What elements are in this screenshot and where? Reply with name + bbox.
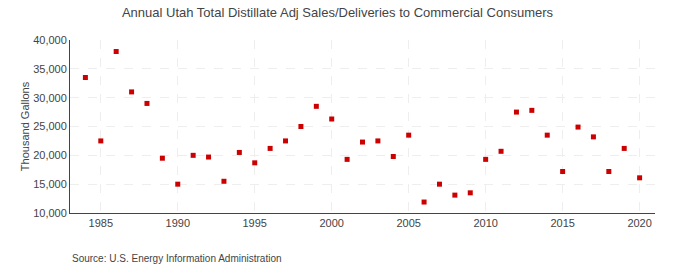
- svg-text:40,000: 40,000: [33, 34, 67, 46]
- svg-text:1990: 1990: [166, 217, 190, 229]
- svg-text:20,000: 20,000: [33, 149, 67, 161]
- svg-text:1995: 1995: [242, 217, 266, 229]
- svg-text:15,000: 15,000: [33, 178, 67, 190]
- svg-text:2015: 2015: [550, 217, 574, 229]
- svg-text:Annual Utah Total Distillate A: Annual Utah Total Distillate Adj Sales/D…: [122, 5, 554, 20]
- svg-text:Source: U.S. Energy Informatio: Source: U.S. Energy Information Administ…: [72, 253, 282, 264]
- svg-text:Thousand Gallons: Thousand Gallons: [19, 81, 31, 171]
- svg-text:10,000: 10,000: [33, 207, 67, 219]
- svg-text:2005: 2005: [396, 217, 420, 229]
- svg-text:2000: 2000: [319, 217, 343, 229]
- svg-text:2010: 2010: [473, 217, 497, 229]
- svg-text:30,000: 30,000: [33, 92, 67, 104]
- svg-text:35,000: 35,000: [33, 63, 67, 75]
- svg-text:25,000: 25,000: [33, 120, 67, 132]
- svg-text:2020: 2020: [627, 217, 651, 229]
- svg-text:1985: 1985: [89, 217, 113, 229]
